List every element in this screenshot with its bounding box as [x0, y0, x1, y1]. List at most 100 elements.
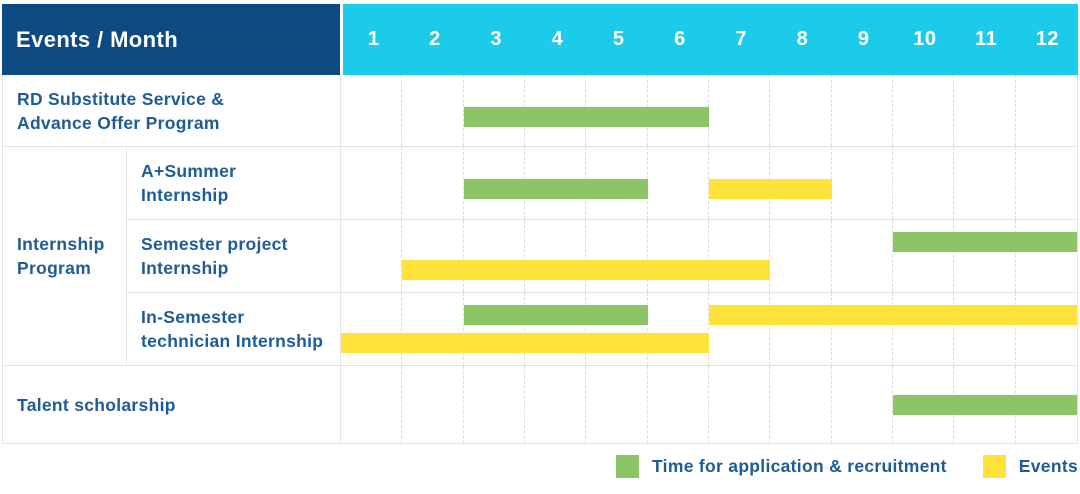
- month-cell: [770, 293, 832, 365]
- month-cell: [893, 293, 955, 365]
- month-cell: [832, 366, 893, 443]
- group-cell-internship-program: Internship Program: [3, 147, 127, 365]
- row-label-a-plus-summer-internship: A+Summer Internship: [3, 147, 341, 219]
- month-header-9: 9: [857, 28, 870, 50]
- row-label-talent-scholarship: Talent scholarship: [3, 366, 341, 443]
- bar-band: [341, 333, 1077, 353]
- row-rd-substitute-service: RD Substitute Service & Advance Offer Pr…: [3, 75, 1077, 147]
- month-header-12: 12: [1035, 28, 1059, 50]
- month-cell: [464, 366, 525, 443]
- bar-band: [341, 106, 1077, 127]
- month-cell: [1016, 293, 1077, 365]
- month-cell: [341, 220, 403, 292]
- bar-band: [341, 260, 1077, 280]
- table-header: Events / Month 1 2 3 4 5 6 7 8 9 10 11 12: [2, 4, 1078, 75]
- header-gap: [340, 4, 343, 75]
- month-cell: [893, 75, 955, 146]
- month-cell: [709, 75, 771, 146]
- timeline-in-semester-technician-internship: [341, 293, 1077, 365]
- row-label-in-semester-technician-internship: In-Semester technician Internship: [3, 293, 341, 365]
- month-cell: [832, 147, 893, 219]
- bar-band: [341, 232, 1077, 252]
- row-semester-project-internship: Semester project Internship: [3, 220, 1077, 293]
- month-cell: [402, 75, 464, 146]
- row-a-plus-summer-internship: A+Summer Internship: [3, 147, 1077, 220]
- month-cell: [893, 147, 955, 219]
- bar-yellow-m2-m7: [402, 260, 771, 280]
- month-cell: [525, 293, 587, 365]
- month-header-4: 4: [551, 28, 564, 50]
- bar-green-m10-m12: [893, 394, 1077, 415]
- month-header-3: 3: [490, 28, 502, 50]
- month-cell: [648, 366, 709, 443]
- table-body: RD Substitute Service & Advance Offer Pr…: [2, 75, 1078, 444]
- month-cell: [770, 366, 832, 443]
- month-cell: [954, 147, 1016, 219]
- month-header-5: 5: [612, 28, 625, 50]
- legend-label-yellow: Events: [1018, 456, 1078, 476]
- month-cell: [648, 147, 709, 219]
- month-cell: [464, 293, 525, 365]
- month-cell: [709, 366, 771, 443]
- month-cell: [402, 293, 464, 365]
- month-header-6: 6: [674, 28, 686, 50]
- bar-yellow-m7-m12: [709, 305, 1077, 325]
- month-header-row: 1 2 3 4 5 6 7 8 9 10 11 12: [343, 4, 1078, 75]
- month-cell: [954, 220, 1016, 292]
- month-cell: [770, 220, 832, 292]
- month-cell: [525, 220, 587, 292]
- month-cell: [341, 366, 403, 443]
- month-cell: [770, 75, 832, 146]
- month-grid: [341, 293, 1077, 365]
- month-cell: [586, 293, 648, 365]
- timeline-rd-substitute-service: [341, 75, 1077, 146]
- bar-yellow-m7-m8: [709, 179, 832, 199]
- bar-yellow-m1-m6: [341, 333, 709, 353]
- legend-swatch-yellow: [982, 455, 1006, 478]
- month-header-7: 7: [735, 28, 747, 50]
- legend-item-yellow: Events: [982, 455, 1078, 478]
- month-cell: [954, 293, 1016, 365]
- month-cell: [832, 75, 893, 146]
- bar-band: [341, 179, 1077, 199]
- legend: Time for application & recruitment Events: [580, 455, 1078, 478]
- month-cell: [648, 220, 709, 292]
- month-header-11: 11: [975, 28, 998, 50]
- bar-green-m3-m5: [463, 179, 648, 199]
- row-label-semester-project-internship: Semester project Internship: [3, 220, 341, 292]
- month-cell: [525, 366, 587, 443]
- bar-band: [341, 394, 1077, 415]
- row-talent-scholarship: Talent scholarship: [3, 366, 1077, 443]
- month-cell: [402, 220, 464, 292]
- month-cell: [832, 293, 893, 365]
- row-label-rd-substitute-service: RD Substitute Service & Advance Offer Pr…: [3, 75, 341, 146]
- timeline-talent-scholarship: [341, 366, 1077, 443]
- bar-green-m3-m6: [463, 106, 709, 127]
- bar-green-m3-m5: [463, 305, 648, 325]
- month-cell: [1016, 220, 1077, 292]
- month-header-8: 8: [796, 28, 809, 50]
- month-cell: [341, 147, 403, 219]
- month-cell: [341, 293, 403, 365]
- bar-band: [341, 305, 1077, 325]
- month-cell: [402, 366, 464, 443]
- month-cell: [954, 75, 1016, 146]
- month-cell: [402, 147, 464, 219]
- month-header-10: 10: [913, 28, 937, 50]
- month-cell: [464, 220, 525, 292]
- month-cell: [586, 366, 648, 443]
- header-title-cell: Events / Month: [2, 4, 340, 75]
- month-grid: [341, 220, 1077, 292]
- legend-label-green: Time for application & recruitment: [652, 456, 947, 476]
- bar-green-m10-m12: [893, 232, 1077, 252]
- month-cell: [586, 220, 648, 292]
- month-cell: [893, 220, 955, 292]
- month-header-2: 2: [429, 28, 441, 50]
- timeline-a-plus-summer-internship: [341, 147, 1077, 219]
- month-cell: [709, 293, 771, 365]
- gantt-table: Events / Month 1 2 3 4 5 6 7 8 9 10 11 12 RD Substi…: [2, 4, 1078, 444]
- legend-swatch-green: [616, 455, 639, 478]
- month-cell: [341, 75, 403, 146]
- month-cell: [832, 220, 893, 292]
